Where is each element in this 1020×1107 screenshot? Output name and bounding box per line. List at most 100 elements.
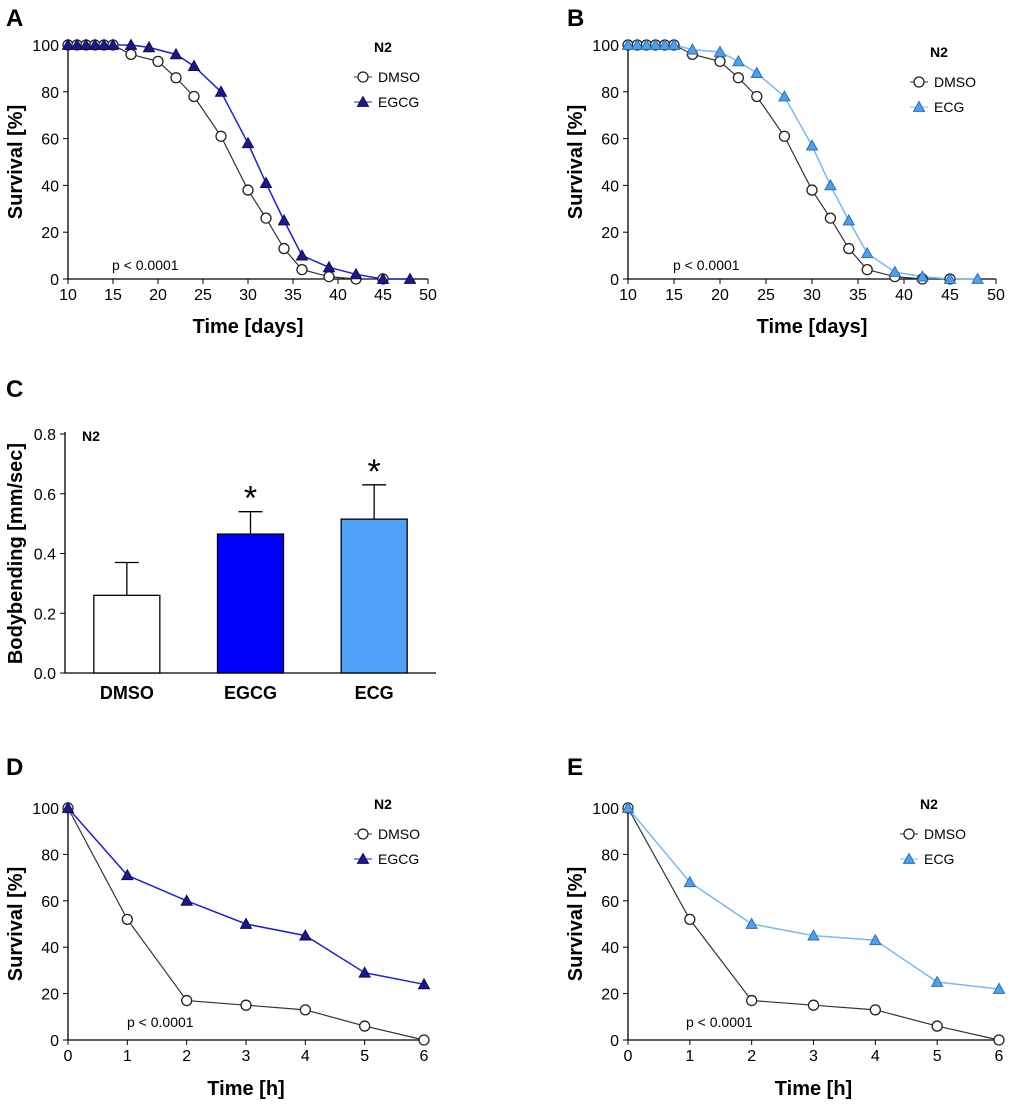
x-tick-label: 1 <box>123 1048 132 1065</box>
legend-label-egcg: EGCG <box>378 94 419 110</box>
data-point-egcg <box>322 260 336 273</box>
data-point-ecg <box>649 38 662 50</box>
data-point-dmso <box>806 184 818 196</box>
data-point-egcg <box>79 38 93 50</box>
x-tick-label: 0 <box>64 1048 73 1065</box>
data-point-dmso <box>684 913 696 926</box>
y-tick-label: 60 <box>601 894 619 911</box>
legend-title: N2 <box>374 796 392 812</box>
y-tick-label: 0.2 <box>34 606 56 623</box>
y-tick-label: 0.6 <box>34 487 56 504</box>
data-point-egcg <box>70 38 84 50</box>
data-point-dmso <box>215 130 227 142</box>
legend-marker-ecg <box>902 852 916 864</box>
data-point-egcg <box>239 917 253 929</box>
data-point-ecg <box>630 38 644 50</box>
y-axis-label: Survival [%] <box>565 867 587 981</box>
data-point-egcg <box>277 213 291 226</box>
data-point-dmso <box>242 184 254 196</box>
data-point-ecg <box>658 38 672 50</box>
x-tick-label: 3 <box>242 1048 251 1065</box>
p-value-annotation: p < 0.0001 <box>112 257 179 273</box>
legend-label-ecg: ECG <box>924 851 954 867</box>
panel-label: E <box>567 754 583 781</box>
x-tick-label: 30 <box>803 287 821 304</box>
p-value-annotation: p < 0.0001 <box>673 257 740 273</box>
data-point-egcg <box>259 176 273 188</box>
data-point-ecg <box>686 43 699 55</box>
chart-panel-d: D 0 20 40 60 80 100 0 1 2 3 4 5 6 Survival [%] Time [h]… <box>5 754 431 1100</box>
y-tick-label: 0.0 <box>34 666 56 683</box>
x-tick-label: 6 <box>995 1048 1004 1065</box>
y-tick-label: 80 <box>601 85 619 102</box>
data-point-dmso <box>732 72 745 84</box>
y-tick-label: 0 <box>50 1033 59 1050</box>
data-point-egcg <box>295 249 309 261</box>
data-point-ecg <box>745 917 759 929</box>
x-tick-label: 35 <box>849 287 867 304</box>
panel-label: B <box>567 5 584 32</box>
data-point-dmso <box>418 1034 430 1046</box>
x-tick-label: 25 <box>194 287 212 304</box>
y-tick-label: 100 <box>32 38 59 55</box>
data-point-egcg <box>120 868 134 881</box>
data-point-ecg <box>943 272 957 284</box>
data-point-dmso <box>170 72 182 84</box>
x-tick-label: 5 <box>360 1048 369 1065</box>
data-point-egcg <box>97 38 111 50</box>
data-point-ecg <box>807 929 820 941</box>
data-point-dmso <box>299 1004 311 1016</box>
x-tick-label: DMSO <box>100 683 154 703</box>
data-point-ecg <box>860 246 874 259</box>
data-point-egcg <box>106 38 120 50</box>
panel-label: D <box>6 754 23 781</box>
y-tick-label: 40 <box>41 940 59 957</box>
x-tick-label: 6 <box>420 1048 429 1065</box>
chart-panel-a: A 0 20 40 60 80 100 10 15 20 25 30 35 40 45 50 Survival … <box>5 5 437 338</box>
x-axis-label: Time [h] <box>207 1078 284 1100</box>
y-tick-label: 100 <box>592 38 619 55</box>
legend-label-dmso: DMSO <box>924 826 966 842</box>
data-point-dmso <box>323 271 335 283</box>
x-tick-label: 0 <box>624 1048 633 1065</box>
data-point-dmso <box>746 994 758 1007</box>
bar-ecg <box>340 518 408 674</box>
legend-marker-egcg <box>356 95 370 107</box>
y-axis-label: Bodybending [mm/sec] <box>5 443 27 664</box>
y-axis-label: Survival [%] <box>565 105 587 219</box>
data-point-dmso <box>931 1020 943 1032</box>
y-tick-label: 100 <box>592 801 619 818</box>
data-point-egcg <box>180 894 194 906</box>
x-tick-label: 10 <box>619 287 637 304</box>
legend-marker-dmso <box>357 71 369 83</box>
x-tick-label: 20 <box>711 287 729 304</box>
legend-title: N2 <box>920 796 938 812</box>
data-point-dmso <box>125 48 137 61</box>
x-tick-label: 3 <box>809 1048 818 1065</box>
data-point-egcg <box>61 801 75 813</box>
data-point-dmso <box>278 242 290 255</box>
chart-panel-c: C 0.0 0.2 0.4 0.6 0.8 Bodybending [mm/sec] N2 DM… <box>5 376 436 703</box>
x-tick-label: 50 <box>987 287 1005 304</box>
data-point-dmso <box>861 263 873 276</box>
legend-title: N2 <box>930 44 948 60</box>
y-tick-label: 80 <box>41 85 59 102</box>
y-tick-label: 60 <box>41 132 59 149</box>
data-point-dmso <box>869 1004 881 1016</box>
data-point-dmso <box>778 130 791 142</box>
data-point-egcg <box>88 38 102 50</box>
x-tick-label: 2 <box>747 1048 756 1065</box>
x-tick-label: 5 <box>933 1048 942 1065</box>
data-point-ecg <box>667 38 681 50</box>
data-point-egcg <box>142 40 156 53</box>
data-point-ecg <box>842 213 856 226</box>
y-tick-label: 20 <box>601 225 619 242</box>
data-point-dmso <box>188 90 200 103</box>
x-tick-label: 4 <box>301 1048 310 1065</box>
legend-label-dmso: DMSO <box>934 74 976 90</box>
p-value-annotation: p < 0.0001 <box>686 1014 753 1030</box>
panel-label: A <box>6 5 23 32</box>
data-point-ecg <box>640 38 653 50</box>
data-point-ecg <box>732 54 745 67</box>
